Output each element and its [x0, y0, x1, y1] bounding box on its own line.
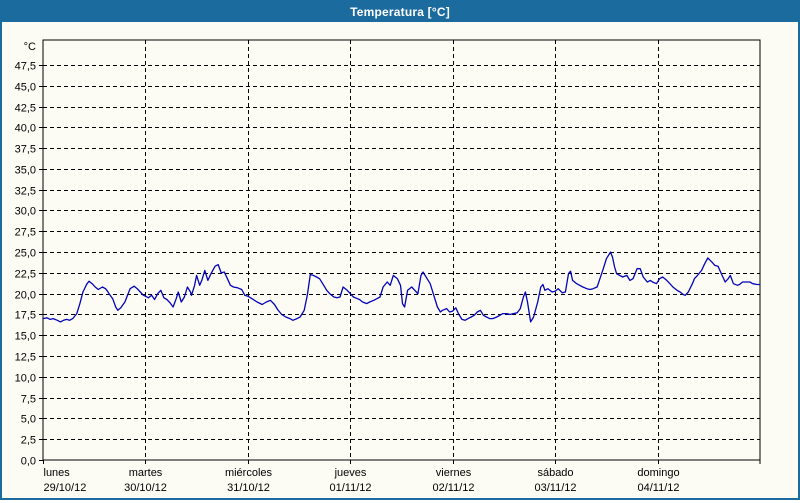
y-tick-label: 27,5	[15, 227, 36, 239]
gridlines	[43, 40, 760, 460]
y-tick-label: 40,0	[15, 123, 36, 135]
y-tick-label: 32,5	[15, 186, 36, 198]
y-tick-label: 2,5	[21, 435, 36, 447]
temperature-chart: 0,0 2,5 5,0 7,5 10,0 12,5 15,0 17,5 20,0 22,5 25,0…	[15, 39, 761, 494]
chart-area: 0,0 2,5 5,0 7,5 10,0 12,5 15,0 17,5 20,0 22,5 25,0…	[2, 22, 798, 498]
y-tick-label: 37,5	[15, 144, 36, 156]
y-tick-label: 47,5	[15, 61, 36, 73]
x-date-label: 01/11/12	[329, 482, 371, 494]
x-date-label: 02/11/12	[432, 482, 474, 494]
y-tick-label: 45,0	[15, 82, 36, 94]
x-date-label: 31/10/12	[227, 482, 270, 494]
x-date-label: 29/10/12	[44, 482, 87, 494]
x-date-label: 30/10/12	[124, 482, 167, 494]
y-tick-label: 25,0	[15, 248, 36, 260]
x-day-label: martes	[129, 467, 163, 479]
x-day-label: jueves	[334, 467, 367, 479]
window-title: Temperatura [°C]	[2, 2, 798, 22]
y-tick-label: 0,0	[21, 456, 36, 468]
x-date-label: 04/11/12	[637, 482, 679, 494]
y-tick-label: 12,5	[15, 352, 36, 364]
y-tick-label: 22,5	[15, 269, 36, 281]
x-day-label: viernes	[436, 467, 472, 479]
y-tick-label: 5,0	[21, 414, 36, 426]
y-tick-label: 15,0	[15, 331, 36, 343]
x-date-label: 03/11/12	[534, 482, 576, 494]
x-day-label: domingo	[637, 467, 679, 479]
plot-border	[42, 39, 761, 461]
y-tick-label: 20,0	[15, 290, 36, 302]
y-tick-label: 42,5	[15, 103, 36, 115]
axis-ticks	[39, 65, 761, 464]
temperature-series-line	[42, 251, 761, 323]
y-tick-label: 17,5	[15, 310, 36, 322]
y-tick-label: 10,0	[15, 373, 36, 385]
x-day-label: miércoles	[225, 467, 273, 479]
x-day-label: sábado	[537, 467, 573, 479]
y-tick-label: 30,0	[15, 206, 36, 218]
y-axis-unit-label: °C	[24, 41, 36, 53]
y-tick-label: 7,5	[21, 394, 36, 406]
x-day-label: lunes	[44, 467, 71, 479]
y-tick-label: 35,0	[15, 165, 36, 177]
